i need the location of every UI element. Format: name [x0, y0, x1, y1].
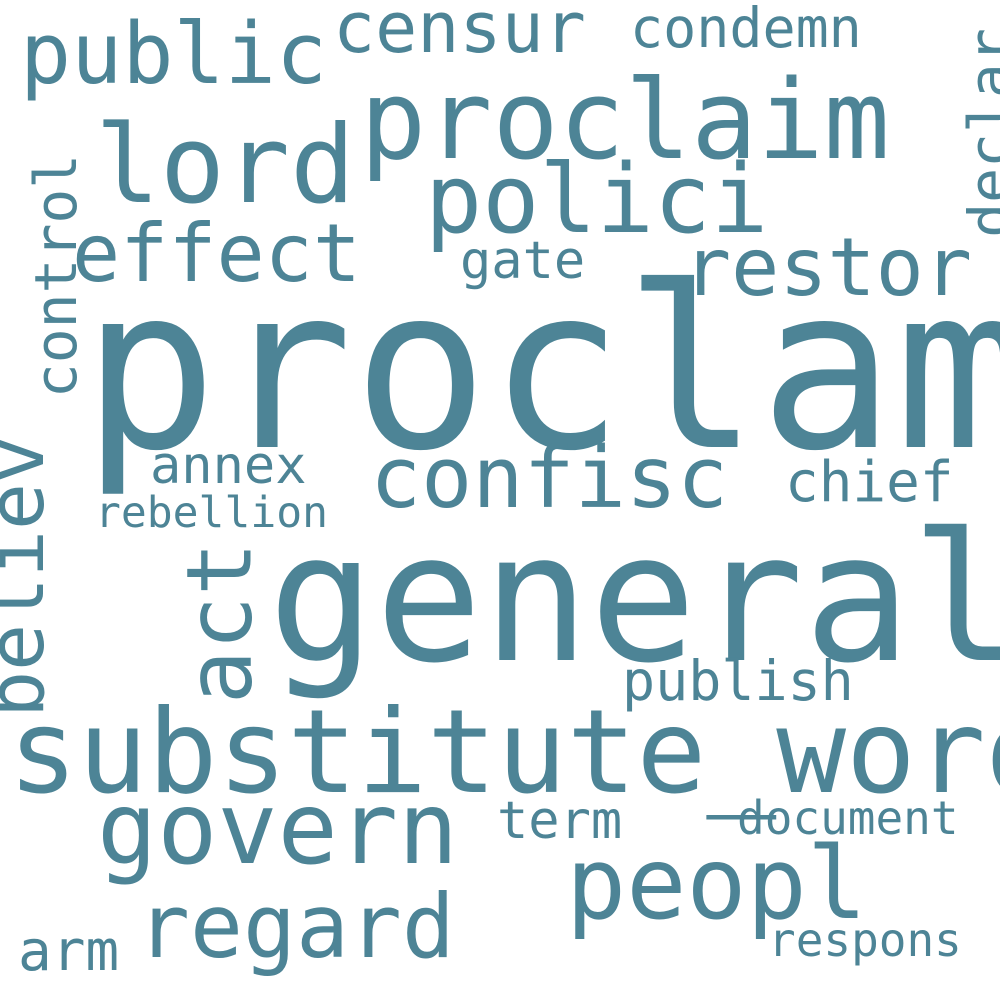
- word-annex: annex: [150, 436, 307, 496]
- word-rebellion: rebellion: [95, 488, 328, 538]
- word-lord: lord: [95, 103, 356, 228]
- word-confisc: confisc: [370, 429, 729, 528]
- word-declar: declar: [955, 28, 1000, 238]
- word-restor: restor: [683, 221, 972, 314]
- word-control: control: [22, 153, 91, 399]
- word-arm: arm: [18, 919, 120, 984]
- word-general: general: [268, 495, 1000, 702]
- word-regard: regard: [137, 875, 455, 978]
- word-document: document: [737, 791, 959, 845]
- word-respons: respons: [768, 913, 962, 967]
- word-term: term: [497, 791, 623, 851]
- word-censur: censur: [333, 0, 586, 69]
- word-public: public: [20, 5, 328, 104]
- word-substitute-word: substitute_word: [8, 685, 1000, 820]
- word-chief: chief: [785, 450, 954, 515]
- word-act: act: [167, 541, 273, 705]
- word-effect: effect: [72, 207, 361, 300]
- word-proclaim: proclaim: [360, 56, 890, 184]
- word-govern: govern: [97, 770, 459, 887]
- word-proclam: proclam: [82, 239, 1000, 501]
- word-condemn: condemn: [630, 0, 862, 60]
- word-peopl: peopl: [566, 825, 868, 942]
- word-believ: believ: [0, 436, 62, 718]
- word-gate: gate: [460, 231, 586, 291]
- word-publish: publish: [622, 649, 854, 713]
- word-polici: polici: [425, 145, 769, 255]
